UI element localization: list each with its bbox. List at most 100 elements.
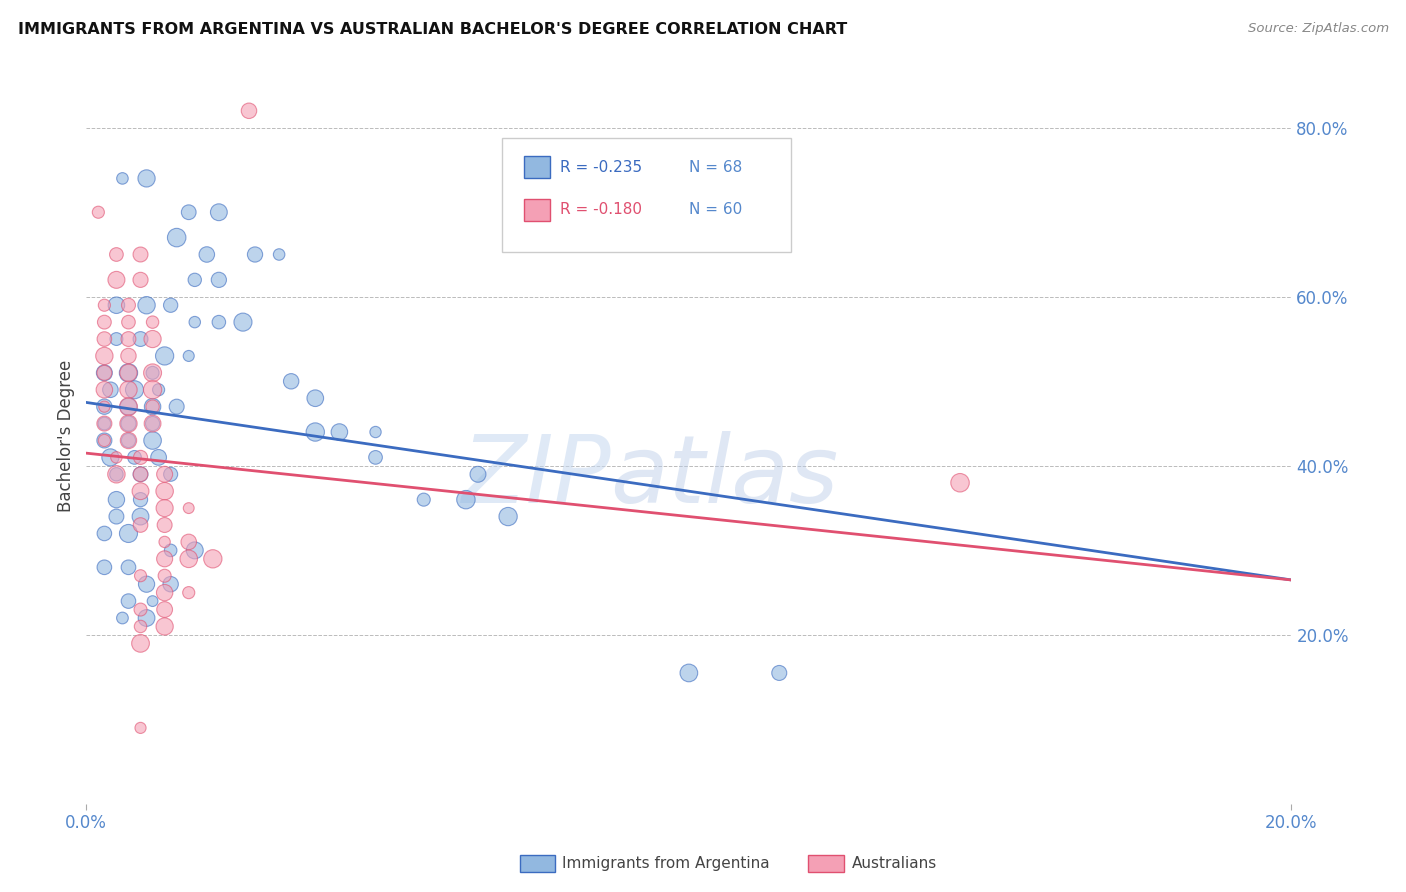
- Point: [93, 417, 115, 431]
- Point: [117, 366, 139, 380]
- Point: [117, 417, 139, 431]
- Point: [93, 366, 115, 380]
- Text: Source: ZipAtlas.com: Source: ZipAtlas.com: [1249, 22, 1389, 36]
- Point: [129, 467, 152, 482]
- Point: [166, 230, 188, 244]
- Point: [232, 315, 254, 329]
- Point: [129, 450, 152, 465]
- Point: [135, 577, 157, 591]
- Point: [280, 374, 302, 388]
- Point: [153, 501, 176, 516]
- Point: [105, 247, 128, 261]
- Point: [153, 484, 176, 499]
- Point: [93, 400, 115, 414]
- Point: [195, 247, 218, 261]
- Point: [129, 636, 152, 650]
- Text: Australians: Australians: [852, 856, 938, 871]
- Point: [93, 315, 115, 329]
- Point: [208, 273, 231, 287]
- Point: [129, 721, 152, 735]
- Point: [129, 332, 152, 346]
- Point: [467, 467, 489, 482]
- Point: [93, 434, 115, 448]
- Point: [129, 619, 152, 633]
- Text: R = -0.235: R = -0.235: [560, 160, 643, 175]
- Point: [105, 492, 128, 507]
- Point: [153, 467, 176, 482]
- Point: [142, 383, 165, 397]
- Point: [111, 171, 134, 186]
- Point: [364, 425, 387, 439]
- Point: [269, 247, 291, 261]
- Point: [124, 450, 146, 465]
- Point: [177, 535, 200, 549]
- Point: [105, 273, 128, 287]
- Point: [129, 509, 152, 524]
- Point: [184, 543, 207, 558]
- Point: [208, 315, 231, 329]
- Point: [93, 526, 115, 541]
- Y-axis label: Bachelor's Degree: Bachelor's Degree: [58, 360, 75, 512]
- Point: [117, 434, 139, 448]
- Point: [177, 551, 200, 566]
- Point: [159, 298, 181, 312]
- Point: [304, 391, 326, 405]
- Point: [678, 665, 700, 680]
- Text: ZIP: ZIP: [461, 431, 610, 522]
- Point: [153, 602, 176, 616]
- Point: [238, 103, 260, 118]
- Point: [364, 450, 387, 465]
- Point: [142, 594, 165, 608]
- Point: [142, 434, 165, 448]
- Text: R = -0.180: R = -0.180: [560, 202, 643, 218]
- FancyBboxPatch shape: [524, 156, 550, 178]
- Point: [129, 568, 152, 582]
- Point: [117, 315, 139, 329]
- Point: [243, 247, 266, 261]
- Point: [304, 425, 326, 439]
- Point: [184, 273, 207, 287]
- Point: [117, 560, 139, 574]
- Point: [454, 492, 477, 507]
- Point: [105, 332, 128, 346]
- Point: [177, 349, 200, 363]
- Point: [93, 366, 115, 380]
- FancyBboxPatch shape: [502, 138, 792, 252]
- Point: [142, 366, 165, 380]
- Point: [117, 594, 139, 608]
- Point: [153, 619, 176, 633]
- Point: [148, 450, 170, 465]
- Point: [129, 484, 152, 499]
- Point: [93, 400, 115, 414]
- Point: [117, 366, 139, 380]
- Point: [159, 577, 181, 591]
- Point: [153, 551, 176, 566]
- Point: [135, 611, 157, 625]
- Point: [142, 332, 165, 346]
- Text: atlas: atlas: [610, 431, 839, 522]
- Point: [201, 551, 224, 566]
- Point: [124, 383, 146, 397]
- Point: [496, 509, 519, 524]
- Point: [129, 247, 152, 261]
- Point: [153, 585, 176, 599]
- Point: [93, 383, 115, 397]
- Point: [117, 526, 139, 541]
- Point: [328, 425, 350, 439]
- Point: [177, 205, 200, 219]
- Point: [100, 450, 122, 465]
- Point: [153, 568, 176, 582]
- Point: [93, 434, 115, 448]
- Point: [129, 518, 152, 533]
- Point: [87, 205, 110, 219]
- Point: [142, 400, 165, 414]
- Point: [142, 400, 165, 414]
- Point: [117, 434, 139, 448]
- Point: [142, 315, 165, 329]
- FancyBboxPatch shape: [524, 199, 550, 220]
- Point: [159, 467, 181, 482]
- Point: [135, 171, 157, 186]
- Point: [208, 205, 231, 219]
- Point: [105, 509, 128, 524]
- Point: [184, 315, 207, 329]
